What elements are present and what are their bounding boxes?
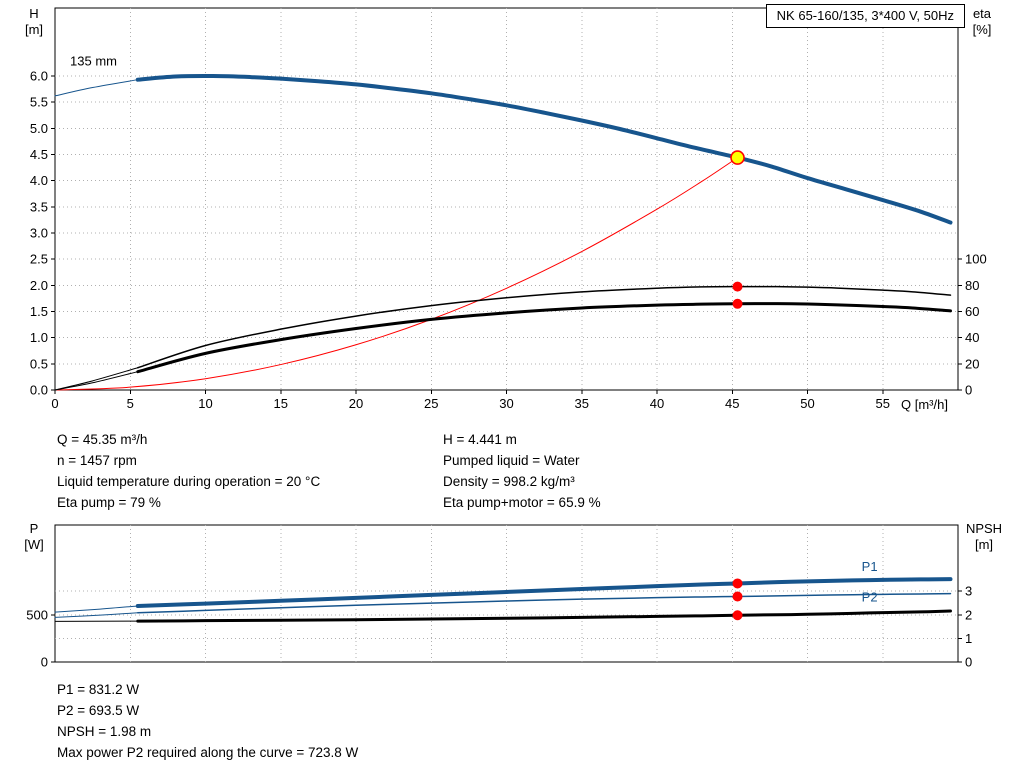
tick-label: 1.5 xyxy=(30,304,48,319)
max-power-p2-value: Max power P2 required along the curve = … xyxy=(57,745,359,760)
npsh-point-marker xyxy=(732,610,743,621)
npsh-value: NPSH = 1.98 m xyxy=(57,724,152,739)
tick-label: 4.5 xyxy=(30,147,48,162)
tick-label: 0.0 xyxy=(30,383,48,398)
curves xyxy=(54,577,953,623)
curve-labels: 135 mm xyxy=(70,54,117,69)
eta-pump-point-marker xyxy=(732,281,743,292)
curve-labels: P1 P2 xyxy=(862,559,878,605)
tick-label: 500 xyxy=(26,607,48,622)
p1-label: P1 xyxy=(862,559,878,574)
tick-label: 2 xyxy=(965,607,972,622)
eta-pump-curve xyxy=(137,285,952,369)
eta-pump-motor-curve-lead-in xyxy=(54,371,139,391)
h-curve xyxy=(135,73,953,225)
gridlines xyxy=(55,8,958,390)
tick-label: 5.5 xyxy=(30,95,48,110)
axis-ticks: 0 500 0 1 2 3 xyxy=(26,584,972,670)
operating-point-markers xyxy=(730,150,745,309)
tick-label: 0 xyxy=(41,655,48,670)
tick-label: 20 xyxy=(965,356,979,371)
axis-ticks: 0 5 10 15 20 25 30 35 40 45 50 55 0.0 0.5 1.0 1.5 2.0 2.5… xyxy=(30,69,987,411)
tick-label: 3 xyxy=(965,584,972,599)
pumped-liquid-value: Pumped liquid = Water xyxy=(443,453,580,468)
liquid-temperature-value: Liquid temperature during operation = 20… xyxy=(57,474,321,489)
p1-point-marker xyxy=(732,578,743,589)
eta-pump-value: Eta pump = 79 % xyxy=(57,495,161,510)
power-npsh-chart: 0 500 0 1 2 3 P1 P2 xyxy=(26,524,972,670)
npsh-axis-title: NPSH [m] xyxy=(965,521,1003,552)
p1-value: P1 = 831.2 W xyxy=(57,682,140,697)
tick-label: 3.5 xyxy=(30,199,48,214)
tick-label: 25 xyxy=(424,396,438,411)
tick-label: 0 xyxy=(51,396,58,411)
h-curve-lead-in xyxy=(54,79,139,97)
tick-label: 15 xyxy=(274,396,288,411)
tick-label: 100 xyxy=(965,252,987,267)
tick-label: 0 xyxy=(965,655,972,670)
tick-label: 0 xyxy=(965,383,972,398)
npsh-curve xyxy=(136,609,952,623)
tick-label: 5.0 xyxy=(30,121,48,136)
p1-curve xyxy=(135,577,953,608)
tick-label: 1.0 xyxy=(30,330,48,345)
tick-label: 80 xyxy=(965,278,979,293)
eta-pump-motor-point-marker xyxy=(732,298,743,309)
tick-label: 10 xyxy=(198,396,212,411)
tick-label: 4.0 xyxy=(30,173,48,188)
tick-label: 0.5 xyxy=(30,356,48,371)
duty-point-marker xyxy=(730,150,745,165)
power-data-block: P1 = 831.2 W P2 = 693.5 W NPSH = 1.98 m … xyxy=(57,682,358,766)
p2-label: P2 xyxy=(862,590,878,605)
operating-point-markers xyxy=(732,578,743,621)
p2-curve xyxy=(137,592,952,614)
tick-label: 30 xyxy=(499,396,513,411)
p2-curve-lead-in xyxy=(54,612,139,618)
tick-label: 6.0 xyxy=(30,69,48,84)
tick-label: 1 xyxy=(965,631,972,646)
density-value: Density = 998.2 kg/m³ xyxy=(443,474,575,489)
operating-data-right-column: H = 4.441 m Pumped liquid = Water Densit… xyxy=(443,432,601,516)
pump-title-box: NK 65-160/135, 3*400 V, 50Hz xyxy=(765,4,965,28)
tick-label: 2.5 xyxy=(30,252,48,267)
curves xyxy=(54,73,953,391)
p2-value: P2 = 693.5 W xyxy=(57,703,140,718)
operating-data-left-column: Q = 45.35 m³/h n = 1457 rpm Liquid tempe… xyxy=(57,432,320,516)
tick-label: 60 xyxy=(965,304,979,319)
eta-pump-motor-curve xyxy=(136,302,952,374)
tick-label: 20 xyxy=(349,396,363,411)
tick-label: 45 xyxy=(725,396,739,411)
tick-label: 50 xyxy=(800,396,814,411)
q-axis-title: Q [m³/h] xyxy=(901,397,948,412)
flow-value: Q = 45.35 m³/h xyxy=(57,432,148,447)
tick-label: 2.0 xyxy=(30,278,48,293)
tick-label: 40 xyxy=(965,330,979,345)
p-axis-title: P [W] xyxy=(24,521,44,552)
p1-curve-lead-in xyxy=(54,605,139,613)
h-axis-title: H [m] xyxy=(24,6,44,37)
speed-value: n = 1457 rpm xyxy=(57,453,137,468)
tick-label: 5 xyxy=(127,396,134,411)
tick-label: 35 xyxy=(575,396,589,411)
plot-border xyxy=(54,7,959,391)
impeller-diameter-label: 135 mm xyxy=(70,54,117,69)
tick-label: 55 xyxy=(876,396,890,411)
head-value: H = 4.441 m xyxy=(443,432,517,447)
p2-point-marker xyxy=(732,591,743,602)
tick-label: 3.0 xyxy=(30,226,48,241)
tick-label: 40 xyxy=(650,396,664,411)
eta-axis-title: eta [%] xyxy=(972,6,992,37)
hq-eta-chart: 0 5 10 15 20 25 30 35 40 45 50 55 0.0 0.5 1.0 1.5 2.0 2.5… xyxy=(30,7,987,411)
eta-pump-motor-value: Eta pump+motor = 65.9 % xyxy=(443,495,601,510)
